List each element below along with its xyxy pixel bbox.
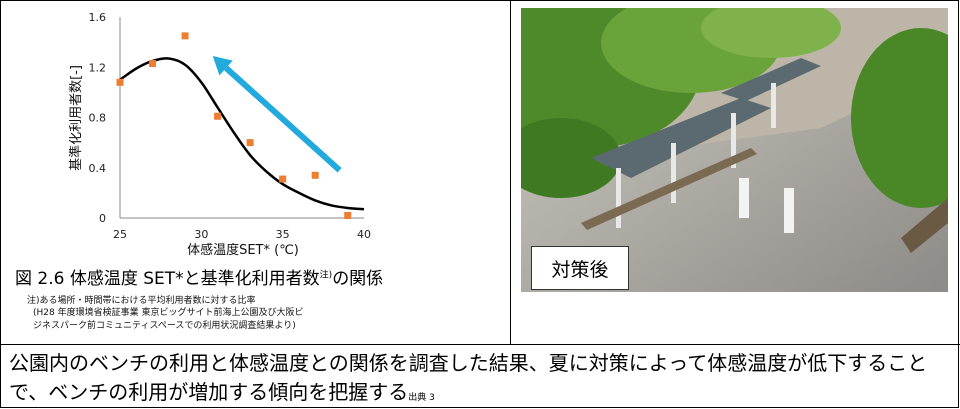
trend-curve (119, 57, 365, 211)
source-reference: 出典 3 (408, 393, 435, 403)
data-point (246, 139, 254, 147)
x-tick-label: 35 (276, 228, 290, 241)
summary-body: 公園内のベンチの利用と体感温度との関係を調査した結果、夏に対策によって体感温度が… (9, 351, 928, 404)
figure-caption-note-mark: 注) (319, 270, 333, 281)
summary-text: 公園内のベンチの利用と体感温度との関係を調査した結果、夏に対策によって体感温度が… (9, 349, 954, 407)
y-tick-label: 1.2 (89, 61, 107, 74)
figure-caption: 図 2.6 体感温度 SET*と基準化利用者数注)の関係 (15, 264, 383, 289)
footnote-line-2: (H28 年度環境省検証事業 東京ビッグサイト前海上公園及び大阪ビ (33, 308, 304, 318)
figure-caption-suffix: の関係 (332, 269, 384, 289)
data-point (181, 32, 189, 40)
x-tick-label: 40 (357, 228, 371, 241)
footnote-line-3: ジネスパーク前コミュニティスペースでの利用状況調査結果より) (33, 321, 296, 331)
y-tick-label: 0.4 (89, 162, 107, 175)
data-point (214, 112, 222, 120)
photo-label: 対策後 (531, 246, 629, 290)
x-axis-label: 体感温度SET* (℃) (187, 242, 299, 258)
decreasing-trend-arrow (224, 65, 342, 173)
y-tick-label: 1.6 (89, 11, 107, 24)
footnote-line-1: 注)ある場所・時間帯における平均利用者数に対する比率 (27, 296, 256, 306)
usage-vs-set-chart: 25 30 35 40 0 0.4 0.8 1.2 1.6 基準化利用者数[-] 体感温度SET… (68, 11, 371, 258)
horizontal-divider (0, 344, 960, 345)
vertical-divider (510, 0, 511, 344)
after-measures-photo (521, 8, 948, 292)
arrow-head (212, 55, 233, 76)
y-tick-label: 0.8 (89, 112, 107, 125)
x-tick-label: 25 (113, 228, 127, 241)
y-axis-label: 基準化利用者数[-] (68, 65, 84, 171)
x-tick-label: 30 (194, 228, 208, 241)
y-tick-label: 0 (99, 212, 106, 225)
data-point (279, 175, 287, 183)
data-point (116, 78, 124, 86)
data-point (149, 59, 157, 67)
figure-caption-text: 図 2.6 体感温度 SET*と基準化利用者数 (15, 269, 320, 289)
data-point (311, 171, 319, 179)
data-point (344, 211, 352, 219)
